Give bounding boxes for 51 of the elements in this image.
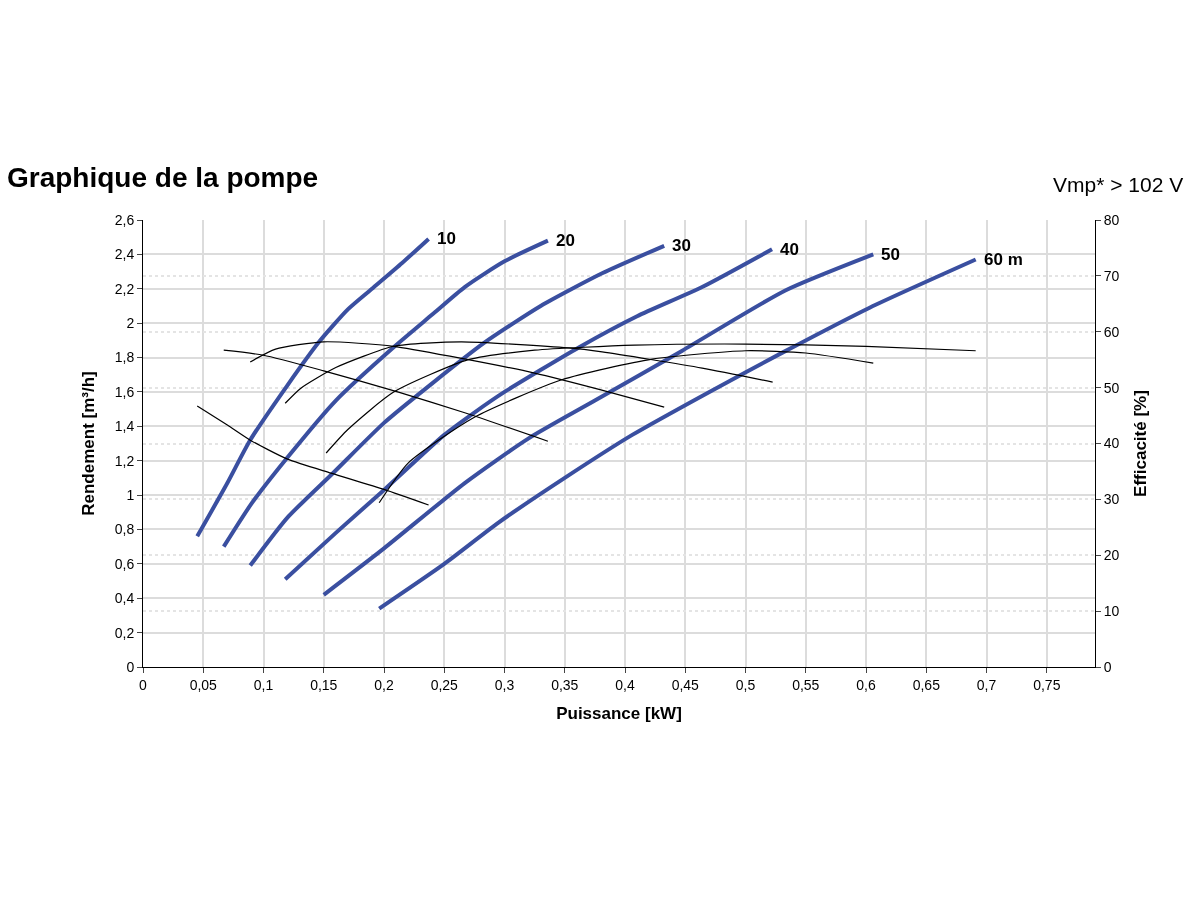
y-tick-label: 2,4 xyxy=(114,246,135,263)
x-tick-label: 0,05 xyxy=(189,676,218,693)
x-tick-label: 0,3 xyxy=(494,676,515,693)
y2-tick-label: 0 xyxy=(1103,658,1112,675)
x-tick-label: 0,55 xyxy=(792,676,820,693)
y-tick-label: 1,2 xyxy=(114,452,135,469)
x-tick-label: 0,2 xyxy=(374,676,394,693)
y-tick-label: 1,4 xyxy=(114,418,135,435)
y2-tick-label: 30 xyxy=(1103,491,1120,508)
x-axis-title: Puissance [kW] xyxy=(556,704,682,724)
y2-axis-title: Efficacité [%] xyxy=(1130,390,1150,497)
series-label: 40 xyxy=(780,240,799,259)
x-tick-label: 0 xyxy=(139,676,148,693)
y2-tick-label: 80 xyxy=(1103,211,1120,228)
y-tick-label: 0,6 xyxy=(114,555,135,572)
x-tick-label: 0,15 xyxy=(310,676,338,693)
x-tick-label: 0,4 xyxy=(615,676,635,693)
x-tick-label: 0,7 xyxy=(976,676,997,693)
chart-title: Graphique de la pompe xyxy=(7,162,319,193)
y-tick-label: 2,2 xyxy=(114,280,135,297)
x-tick-label: 0,35 xyxy=(551,676,579,693)
x-tick-label: 0,65 xyxy=(912,676,941,693)
y-tick-label: 1 xyxy=(126,486,135,503)
x-tick-label: 0,6 xyxy=(856,676,876,693)
y2-tick-label: 70 xyxy=(1103,267,1120,284)
y-tick-label: 0,2 xyxy=(114,624,135,641)
y-tick-label: 0,8 xyxy=(114,521,135,538)
series-label: 10 xyxy=(437,229,456,248)
y-tick-label: 1,8 xyxy=(114,349,135,366)
x-tick-label: 0,75 xyxy=(1033,676,1061,693)
y-tick-label: 2 xyxy=(126,315,135,332)
y-tick-label: 0 xyxy=(126,658,135,675)
y-tick-label: 0,4 xyxy=(114,590,135,607)
x-tick-label: 0,5 xyxy=(735,676,756,693)
line-series xyxy=(195,236,431,539)
y2-tick-label: 10 xyxy=(1103,603,1120,620)
series-label: 60 m xyxy=(984,250,1023,269)
y2-tick-label: 60 xyxy=(1103,323,1120,340)
y-tick-label: 1,6 xyxy=(114,383,135,400)
y2-tick-label: 50 xyxy=(1103,379,1120,396)
series-label: 30 xyxy=(672,236,691,255)
y-tick-label: 2,6 xyxy=(114,211,135,228)
x-tick-label: 0,25 xyxy=(430,676,459,693)
y-axis-title: Rendement [m³/h] xyxy=(79,371,99,516)
x-tick-label: 0,45 xyxy=(671,676,700,693)
series-label: 20 xyxy=(556,231,575,250)
series-label: 50 xyxy=(881,245,900,264)
chart-subtitle: Vmp* > 102 V xyxy=(1053,173,1184,196)
y2-tick-label: 20 xyxy=(1103,547,1120,564)
x-tick-label: 0,1 xyxy=(253,676,274,693)
y2-tick-label: 40 xyxy=(1103,435,1120,452)
